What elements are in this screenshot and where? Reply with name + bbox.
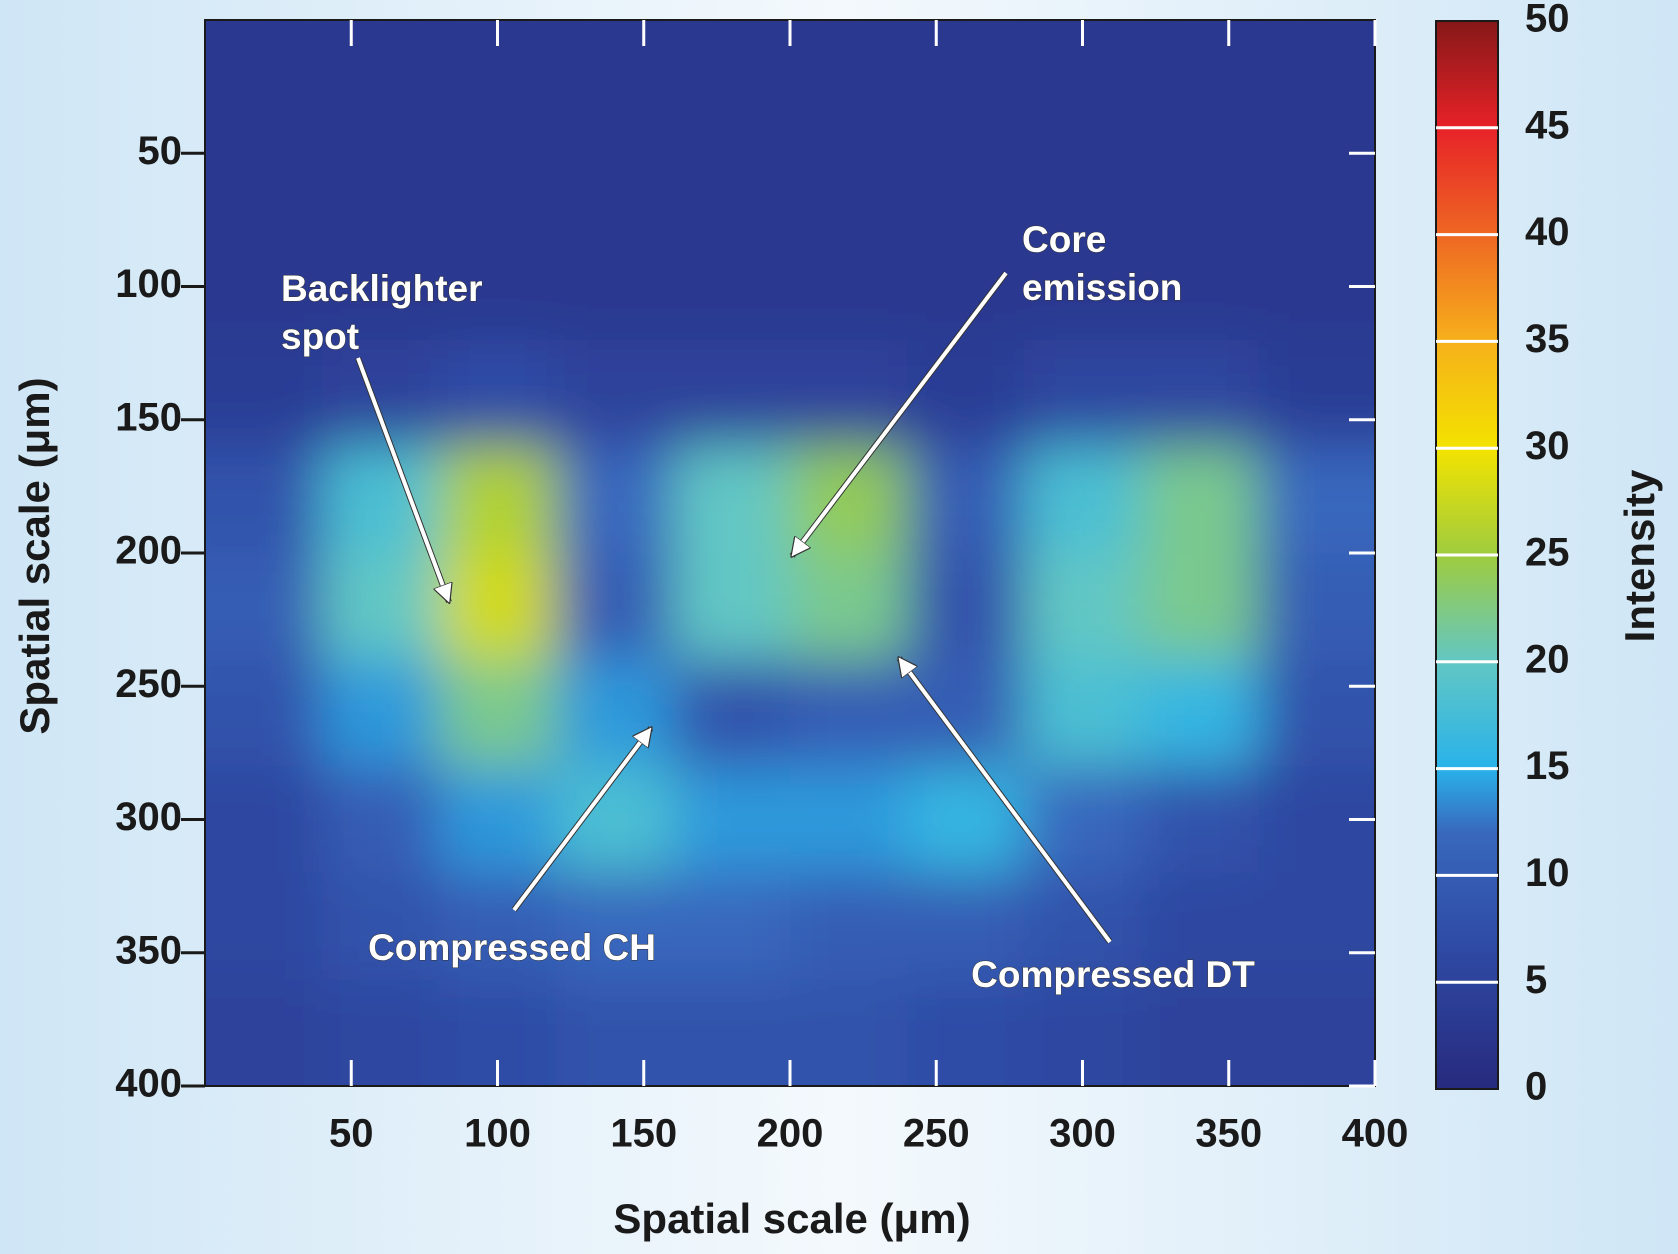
heatmap-cell: [1141, 553, 1259, 661]
heatmap-cell: [673, 127, 791, 235]
heatmap-cell: [1141, 127, 1259, 235]
heatmap-cell: [1258, 660, 1436, 768]
heatmap-cell: [1258, 340, 1436, 448]
heatmap-cell: [907, 340, 1025, 448]
y-tick-label: 150: [115, 395, 182, 439]
y-tick-label: 250: [115, 662, 182, 706]
heatmap-cell: [1258, 446, 1436, 554]
heatmap-cell: [790, 127, 908, 235]
heatmap-cell: [439, 340, 557, 448]
heatmap-cell: [439, 446, 557, 554]
page: 5010015020025030035040050100150200250300…: [0, 0, 1678, 1254]
heatmap-cell: [790, 766, 908, 874]
heatmap-cell: [322, 766, 440, 874]
heatmap-cell: [790, 660, 908, 768]
heatmap-cell: [790, 873, 908, 981]
heatmap-cell: [322, 553, 440, 661]
heatmap-cell: [790, 553, 908, 661]
annotation-text: Core: [1022, 219, 1106, 260]
heatmap-cell: [1258, 873, 1436, 981]
heatmap-cell: [790, 233, 908, 341]
x-tick-label: 350: [1195, 1112, 1262, 1156]
y-tick-label: 50: [138, 129, 183, 173]
colorbar-tick-label: 15: [1525, 744, 1570, 788]
x-axis-title: Spatial scale (μm): [613, 1195, 970, 1242]
heatmap-cell: [439, 766, 557, 874]
heatmap-cell: [907, 553, 1025, 661]
colorbar-tick-label: 35: [1525, 317, 1570, 361]
heatmap-cell: [1258, 233, 1436, 341]
heatmap-cell: [1024, 766, 1142, 874]
heatmap-cell: [322, 127, 440, 235]
x-tick-label: 300: [1049, 1112, 1116, 1156]
heatmap-cell: [1258, 553, 1436, 661]
colorbar-tick-label: 50: [1525, 0, 1570, 41]
heatmap-cell: [1258, 127, 1436, 235]
annotation-text: spot: [281, 316, 359, 357]
heatmap-cell: [556, 446, 674, 554]
colorbar-title: Intensity: [1616, 469, 1663, 642]
annotation-text: emission: [1022, 267, 1182, 308]
heatmap-cell: [1024, 660, 1142, 768]
heatmap-cell: [1024, 553, 1142, 661]
x-tick-label: 400: [1342, 1112, 1409, 1156]
colorbar-tick-label: 40: [1525, 210, 1570, 254]
heatmap-cell: [439, 127, 557, 235]
x-tick-label: 150: [610, 1112, 677, 1156]
colorbar-tick-label: 30: [1525, 424, 1570, 468]
heatmap-cell: [439, 553, 557, 661]
heatmap-cell: [673, 873, 791, 981]
y-tick-label: 200: [115, 529, 182, 573]
y-tick-label: 100: [115, 262, 182, 306]
heatmap-cell: [673, 340, 791, 448]
heatmap-cell: [673, 553, 791, 661]
heatmap-cell: [556, 340, 674, 448]
annotation-text: Compressed CH: [368, 927, 656, 968]
x-tick-label: 200: [757, 1112, 824, 1156]
heatmap-cell: [1024, 340, 1142, 448]
heatmap-cell: [1141, 660, 1259, 768]
colorbar-tick-label: 5: [1525, 958, 1547, 1002]
x-tick-label: 250: [903, 1112, 970, 1156]
heatmap-cell: [790, 340, 908, 448]
y-tick-label: 400: [115, 1062, 182, 1106]
heatmap-cell: [1141, 340, 1259, 448]
heatmap-cell: [556, 127, 674, 235]
colorbar-tick-label: 0: [1525, 1065, 1547, 1109]
y-tick-label: 350: [115, 928, 182, 972]
colorbar-tick-label: 25: [1525, 531, 1570, 575]
heatmap-cell: [673, 766, 791, 874]
heatmap-cell: [1141, 766, 1259, 874]
heatmap-cell: [556, 766, 674, 874]
heatmap-cell: [673, 446, 791, 554]
x-tick-label: 100: [464, 1112, 531, 1156]
heatmap-cell: [556, 660, 674, 768]
heatmap-cell: [1141, 446, 1259, 554]
heatmap-cell: [907, 446, 1025, 554]
y-tick-label: 300: [115, 795, 182, 839]
colorbar-tick-label: 20: [1525, 637, 1570, 681]
colorbar-tick-label: 10: [1525, 851, 1570, 895]
heatmap-cell: [907, 127, 1025, 235]
colorbar-tick-label: 45: [1525, 103, 1570, 147]
heatmap-cell: [556, 553, 674, 661]
heatmap-cell: [556, 233, 674, 341]
annotation-text: Backlighter: [281, 268, 483, 309]
annotation-text: Compressed DT: [971, 954, 1255, 995]
heatmap-cell: [1258, 766, 1436, 874]
chart: 5010015020025030035040050100150200250300…: [0, 0, 1678, 1254]
heatmap-cell: [439, 660, 557, 768]
heatmap-cell: [907, 766, 1025, 874]
heatmap-cell: [673, 660, 791, 768]
heatmap-cell: [673, 233, 791, 341]
y-axis-title: Spatial scale (μm): [11, 377, 58, 734]
heatmap-cell: [1024, 446, 1142, 554]
heatmap-cell: [322, 660, 440, 768]
x-tick-label: 50: [329, 1112, 374, 1156]
